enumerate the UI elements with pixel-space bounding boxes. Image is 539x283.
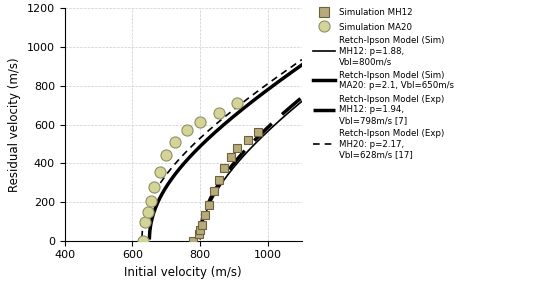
Y-axis label: Residual velocity (m/s): Residual velocity (m/s) <box>8 57 21 192</box>
Legend: Simulation MH12, Simulation MA20, Retch-Ipson Model (Sim)
MH12: p=1.88,
Vbl=800m: Simulation MH12, Simulation MA20, Retch-… <box>313 8 454 159</box>
X-axis label: Initial velocity (m/s): Initial velocity (m/s) <box>125 266 242 279</box>
